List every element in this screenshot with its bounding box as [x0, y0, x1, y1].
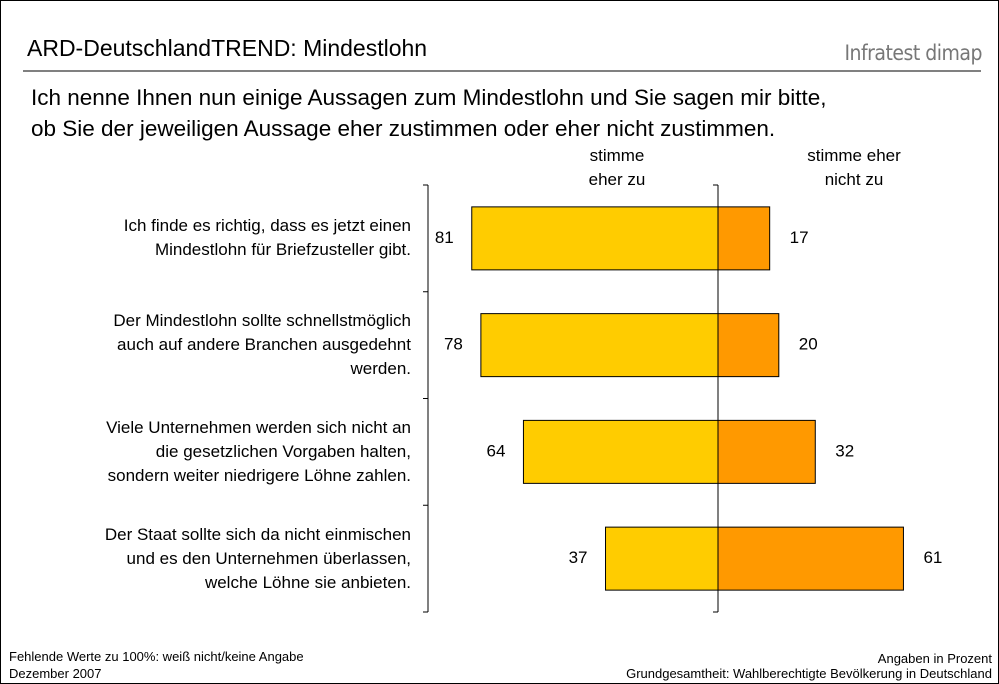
category-label: die gesetzlichen Vorgaben halten, [155, 441, 411, 461]
value-label: 78 [444, 335, 463, 354]
footer-note: Fehlende Werte zu 100%: weiß nicht/keine… [9, 649, 304, 664]
bar [717, 419, 816, 484]
category-label: Ich finde es richtig, dass es jetzt eine… [123, 216, 411, 236]
footer-unit: Angaben in Prozent [877, 651, 992, 666]
category-label: welche Löhne sie anbieten. [204, 572, 411, 592]
bar [717, 206, 771, 271]
bar [522, 419, 719, 484]
value-label: 17 [790, 228, 809, 247]
category-label: werden. [350, 359, 411, 379]
value-label: 81 [435, 228, 454, 247]
legend-right: stimme eher nicht zu [807, 146, 901, 189]
category-label: auch auf andere Branchen ausgedehnt [117, 335, 411, 355]
subtitle: Ich nenne Ihnen nun einige Aussagen zum … [31, 85, 827, 110]
bar [717, 526, 904, 591]
subtitle: ob Sie der jeweiligen Aussage eher zusti… [31, 116, 776, 141]
category-label: Mindestlohn für Briefzusteller gibt. [154, 240, 411, 260]
footer-base: Grundgesamtheit: Wahlberechtigte Bevölke… [626, 666, 992, 681]
category-label: Der Staat sollte sich da nicht einmische… [104, 524, 411, 544]
value-label: 20 [799, 335, 818, 354]
value-label: 61 [923, 548, 942, 567]
bar [605, 526, 719, 591]
bar [480, 313, 719, 378]
value-label: 37 [569, 548, 588, 567]
bar [471, 206, 719, 271]
brand: Infratest dimap [844, 41, 982, 65]
chart-title: ARD-DeutschlandTREND: Mindestlohn [27, 35, 428, 61]
category-label: Der Mindestlohn sollte schnellstmöglich [113, 311, 411, 331]
category-label: sondern weiter niedrigere Löhne zahlen. [107, 465, 411, 485]
value-label: 64 [487, 441, 506, 460]
footer-date: Dezember 2007 [9, 666, 102, 681]
bar [717, 313, 780, 378]
category-label: und es den Unternehmen überlassen, [126, 548, 411, 568]
legend-left: stimme eher zu [588, 146, 646, 189]
category-label: Viele Unternehmen werden sich nicht an [106, 417, 411, 437]
value-label: 32 [835, 441, 854, 460]
